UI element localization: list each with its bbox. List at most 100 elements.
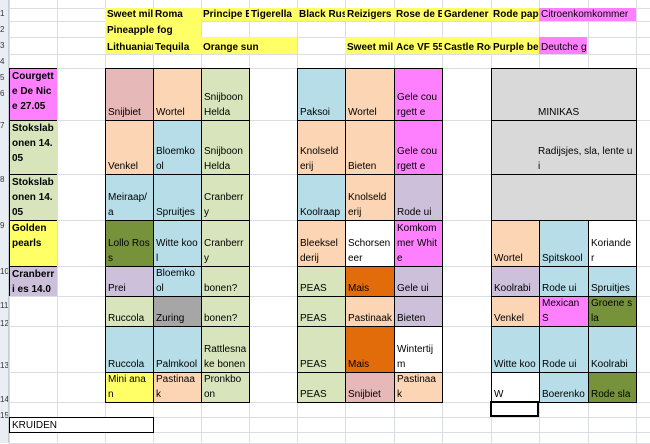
bed3-cell[interactable]: Mexican S <box>539 296 588 326</box>
bed1-cell[interactable]: Prei <box>105 266 153 296</box>
left-column-cell[interactable]: Courgett e De Nice 27.05 <box>9 68 57 120</box>
bed3-cell[interactable]: Koriander <box>588 220 636 266</box>
row-number[interactable]: 4 <box>0 57 5 66</box>
header-row1-cell[interactable]: Black Russ <box>297 8 345 21</box>
bed1-cell[interactable]: Rattlesna ke bonen <box>201 326 249 372</box>
header-row3-cell[interactable]: Castle Roc <box>442 37 491 54</box>
bed2-cell[interactable]: PEAS <box>297 372 345 402</box>
bed2-cell[interactable]: Gele courgett e <box>394 120 442 174</box>
header-row3-cell[interactable]: Deutche gurke <box>539 37 587 54</box>
bed2-cell[interactable]: Bieten <box>345 120 394 174</box>
bed3-radish-cell[interactable]: Radijsjes, sla, lente ui <box>491 120 636 174</box>
left-column-cell[interactable]: Cranberri es 14.05 <box>9 266 57 296</box>
header-row1-cell[interactable]: Reizigers <box>345 8 394 21</box>
bed1-cell[interactable]: Ruccola <box>105 326 153 372</box>
bed3-cell[interactable]: Venkel <box>491 296 539 326</box>
row-number[interactable]: 13 <box>0 361 8 370</box>
bed3-cell[interactable]: Koolrabi <box>491 266 539 296</box>
bed2-cell[interactable]: Paksoi <box>297 68 345 120</box>
bed1-cell[interactable]: Zuring <box>153 296 201 326</box>
header-row1-cell[interactable]: Citroenkomkommer <box>539 8 636 21</box>
bed2-cell[interactable]: Knolseld erij <box>297 120 345 174</box>
bed2-cell[interactable]: Pastinaak <box>394 372 442 402</box>
row-number[interactable]: 12 <box>0 319 8 328</box>
bed2-cell[interactable]: Mais <box>345 266 394 296</box>
header-row1-cell[interactable]: Gardener <box>442 8 491 21</box>
bed2-cell[interactable]: Schorsen eer <box>345 220 394 266</box>
bed1-cell[interactable]: Pronkbo on <box>201 372 249 402</box>
row-number[interactable]: 1 <box>0 9 5 18</box>
bed1-cell[interactable]: Pastinaak <box>153 372 201 402</box>
bed2-cell[interactable]: Rode ui <box>394 174 442 220</box>
row-number[interactable]: 5 <box>0 73 5 82</box>
bed3-cell[interactable]: Rode ui <box>539 266 588 296</box>
bed2-cell[interactable]: PEAS <box>297 296 345 326</box>
bed3-cell[interactable]: Witte koo <box>491 326 539 372</box>
bed2-cell[interactable]: Komkom mer White <box>394 220 442 266</box>
row-number[interactable]: 3 <box>0 41 5 50</box>
header-row1-cell[interactable]: Rode pap <box>491 8 539 21</box>
bed3-cell[interactable]: Groene sla <box>588 296 636 326</box>
bed3-cell[interactable]: Koolrabi <box>588 326 636 372</box>
bed1-cell[interactable]: Venkel <box>105 120 153 174</box>
header-row3-cell[interactable]: Ace VF 55 <box>394 37 442 54</box>
bed1-cell[interactable]: Snijboon Helda <box>201 68 249 120</box>
bed2-cell[interactable]: Pastinaak <box>345 296 394 326</box>
bed1-cell[interactable]: Bloemko ol <box>153 120 201 174</box>
bed2-cell[interactable]: Koolraap <box>297 174 345 220</box>
bed3-cell[interactable]: Rode ui <box>539 326 588 372</box>
bed3-cell[interactable]: Rode sla <box>588 372 636 402</box>
row-number[interactable]: 14 <box>0 395 8 404</box>
header-row1-cell[interactable]: Tigerella <box>249 8 297 21</box>
bed1-cell[interactable]: Cranberr y <box>201 220 249 266</box>
bed1-cell[interactable]: Spruitjes <box>153 174 201 220</box>
bed1-cell[interactable]: Bloemko ol <box>153 266 201 296</box>
bed1-cell[interactable]: Snijboon Helda <box>201 120 249 174</box>
row-number[interactable]: 11 <box>0 301 8 310</box>
header-row3-cell[interactable]: Orange sun <box>201 37 297 54</box>
bed3-cell[interactable]: Spruitjes <box>588 266 636 296</box>
bed2-cell[interactable]: Wortel <box>345 68 394 120</box>
bed2-cell[interactable]: Snijbiet <box>345 372 394 402</box>
bed2-cell[interactable]: Mais <box>345 326 394 372</box>
bed1-cell[interactable]: Palmkool <box>153 326 201 372</box>
bed1-cell[interactable]: bonen? <box>201 296 249 326</box>
bed3-minikas-cell[interactable]: MINIKAS <box>491 68 636 120</box>
bed1-cell[interactable]: bonen? <box>201 266 249 296</box>
row-number[interactable]: 2 <box>0 25 5 34</box>
bed2-cell[interactable]: Gele ui <box>394 266 442 296</box>
bed2-cell[interactable]: PEAS <box>297 326 345 372</box>
row-number[interactable]: 6 <box>0 89 5 98</box>
header-row3-cell[interactable]: Lithuaniar <box>105 37 153 54</box>
bed2-cell[interactable]: Bleeksel derij <box>297 220 345 266</box>
header-row3-cell[interactable]: Tequila <box>153 37 201 54</box>
header-row3-cell[interactable]: Purple be <box>491 37 539 54</box>
bed1-cell[interactable]: Mini anan <box>105 372 153 402</box>
header-row3-cell[interactable]: Sweet mil <box>345 37 394 54</box>
bed1-cell[interactable]: Wortel <box>153 68 201 120</box>
header-row1-cell[interactable]: Rose de B <box>394 8 442 21</box>
bed3-cell[interactable]: Wortel <box>491 220 539 266</box>
bed2-cell[interactable]: Gele courgett e <box>394 68 442 120</box>
bed3-cell[interactable]: Boerenko <box>539 372 588 402</box>
row-number[interactable]: 9 <box>0 221 5 230</box>
bed3-empty-cell[interactable] <box>491 174 636 220</box>
bed1-cell[interactable]: Witte kool <box>153 220 201 266</box>
left-column-cell[interactable]: Stokslab onen 14.05 <box>9 120 57 174</box>
bed1-cell[interactable]: Meiraap/a <box>105 174 153 220</box>
row-number[interactable]: 10 <box>0 267 8 276</box>
kruiden-cell[interactable]: KRUIDEN <box>9 417 153 432</box>
bed2-cell[interactable]: Knolseld erij <box>345 174 394 220</box>
bed2-cell[interactable]: Bieten <box>394 296 442 326</box>
bed3-cell[interactable]: Spitskool <box>539 220 588 266</box>
row-number[interactable]: 8 <box>0 175 5 184</box>
left-column-cell[interactable]: Stokslab onen 14.05 <box>9 174 57 220</box>
header-row1-cell[interactable]: Principe B <box>201 8 249 21</box>
bed3-cell[interactable]: W <box>491 372 539 402</box>
header-row2-cell[interactable]: Pineapple fog <box>105 21 201 37</box>
header-row1-cell[interactable]: Roma <box>153 8 201 21</box>
bed1-cell[interactable]: Ruccola <box>105 296 153 326</box>
bed2-cell[interactable]: PEAS <box>297 266 345 296</box>
bed1-cell[interactable]: Cranberr y <box>201 174 249 220</box>
